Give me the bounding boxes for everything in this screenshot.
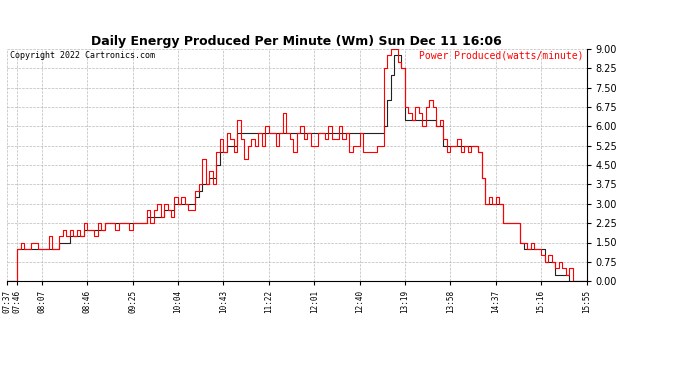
Text: Power Produced(watts/minute): Power Produced(watts/minute) [419, 51, 583, 61]
Title: Daily Energy Produced Per Minute (Wm) Sun Dec 11 16:06: Daily Energy Produced Per Minute (Wm) Su… [91, 34, 502, 48]
Text: Copyright 2022 Cartronics.com: Copyright 2022 Cartronics.com [10, 51, 155, 60]
